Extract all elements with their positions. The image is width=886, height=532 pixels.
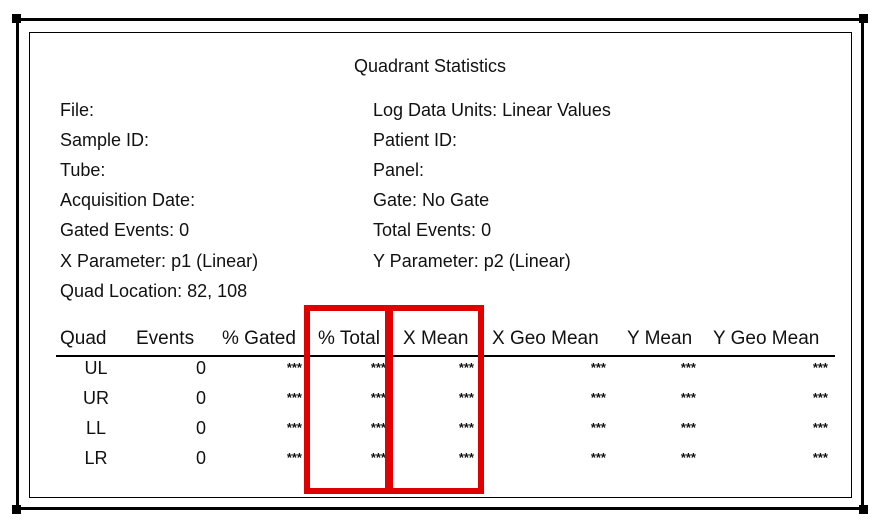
cell-quad: UR xyxy=(83,388,109,408)
cell-x-geo-mean: *** xyxy=(590,420,606,435)
cell-events: 0 xyxy=(195,448,206,468)
col-header-y-mean: Y Mean xyxy=(627,328,693,349)
resize-handle-top-right[interactable] xyxy=(859,14,868,23)
cell-y-geo-mean: *** xyxy=(812,450,828,465)
cell-x-mean: *** xyxy=(458,390,474,405)
cell-pct-total: *** xyxy=(370,420,386,435)
cell-pct-gated: *** xyxy=(286,390,302,405)
cell-events: 0 xyxy=(195,358,206,378)
cell-y-mean: *** xyxy=(680,390,696,405)
cell-events: 0 xyxy=(195,418,206,438)
cell-quad: LL xyxy=(85,418,107,438)
cell-y-geo-mean: *** xyxy=(812,420,828,435)
resize-handle-top-left[interactable] xyxy=(12,14,21,23)
info-panel: Panel: xyxy=(373,160,425,180)
col-header-y-geo-mean: Y Geo Mean xyxy=(713,328,820,349)
cell-x-geo-mean: *** xyxy=(590,360,606,375)
col-header-x-geo-mean: X Geo Mean xyxy=(492,328,599,349)
report-title: Quadrant Statistics xyxy=(353,56,507,76)
highlight-box-pct-total xyxy=(304,305,391,494)
info-tube: Tube: xyxy=(60,160,106,180)
cell-y-mean: *** xyxy=(680,450,696,465)
cell-pct-total: *** xyxy=(370,360,386,375)
cell-pct-gated: *** xyxy=(286,450,302,465)
cell-x-geo-mean: *** xyxy=(590,450,606,465)
col-header-events: Events xyxy=(136,328,195,349)
cell-y-mean: *** xyxy=(680,420,696,435)
info-patient-id: Patient ID: xyxy=(373,130,458,150)
info-gate: Gate: No Gate xyxy=(373,190,490,210)
cell-y-geo-mean: *** xyxy=(812,390,828,405)
cell-y-mean: *** xyxy=(680,360,696,375)
cell-events: 0 xyxy=(195,388,206,408)
cell-y-geo-mean: *** xyxy=(812,360,828,375)
cell-pct-total: *** xyxy=(370,450,386,465)
col-header-quad: Quad xyxy=(60,328,107,349)
cell-x-mean: *** xyxy=(458,450,474,465)
report-outer-frame xyxy=(16,18,864,510)
cell-pct-gated: *** xyxy=(286,420,302,435)
cell-x-mean: *** xyxy=(458,360,474,375)
col-header-x-mean: X Mean xyxy=(403,328,469,349)
info-acquisition-date: Acquisition Date: xyxy=(60,190,196,210)
highlight-box-x-mean xyxy=(387,305,484,494)
resize-handle-bottom-right[interactable] xyxy=(859,505,868,514)
info-file: File: xyxy=(60,100,95,120)
info-y-parameter: Y Parameter: p2 (Linear) xyxy=(373,251,571,271)
cell-quad: UL xyxy=(84,358,108,378)
cell-pct-gated: *** xyxy=(286,360,302,375)
info-gated-events: Gated Events: 0 xyxy=(60,220,190,240)
cell-x-geo-mean: *** xyxy=(590,390,606,405)
info-total-events: Total Events: 0 xyxy=(373,220,492,240)
resize-handle-bottom-left[interactable] xyxy=(12,505,21,514)
info-log-data-units: Log Data Units: Linear Values xyxy=(373,100,611,120)
col-header-pct-total: % Total xyxy=(318,328,380,349)
table-header-rule xyxy=(56,355,835,357)
report-inner-frame xyxy=(29,32,852,498)
info-quad-location: Quad Location: 82, 108 xyxy=(60,281,248,301)
cell-pct-total: *** xyxy=(370,390,386,405)
cell-quad: LR xyxy=(84,448,108,468)
col-header-pct-gated: % Gated xyxy=(222,328,296,349)
cell-x-mean: *** xyxy=(458,420,474,435)
info-sample-id: Sample ID: xyxy=(60,130,150,150)
info-x-parameter: X Parameter: p1 (Linear) xyxy=(60,251,259,271)
